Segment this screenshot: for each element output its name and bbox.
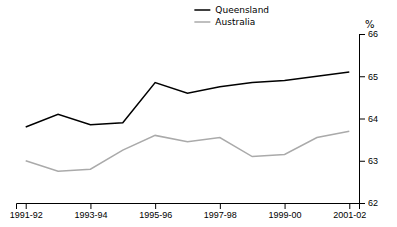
x-tick-mark	[26, 203, 27, 209]
x-tick: 1995-96	[139, 203, 172, 220]
y-label: %	[365, 19, 375, 30]
x-tick-label: 1995-96	[139, 210, 172, 220]
y-tick: 62	[359, 198, 378, 208]
y-tick-mark	[359, 161, 365, 162]
x-tick-mark	[349, 203, 350, 209]
legend: Queensland Australia	[194, 5, 269, 27]
lines	[26, 72, 350, 171]
x-tick-label: 1991-92	[10, 210, 43, 220]
y-tick-mark	[359, 119, 365, 120]
legend-item: Queensland	[194, 5, 269, 15]
y-axis: 62 63 64 65 66	[359, 29, 378, 208]
series-line	[26, 131, 350, 171]
x-tick: 1999-00	[269, 203, 302, 220]
x-tick: 1991-92	[10, 203, 43, 220]
y-tick: 66	[359, 29, 378, 39]
x-axis-line	[17, 204, 360, 210]
y-tick-label: 64	[368, 114, 378, 124]
y-tick-label: 63	[368, 156, 378, 166]
x-tick-label: 2001-02	[333, 210, 366, 220]
legend-swatch	[194, 21, 210, 23]
series-line	[26, 72, 350, 127]
x-tick: 1993-94	[74, 203, 107, 220]
x-tick-mark	[155, 203, 156, 209]
y-tick-mark	[359, 76, 365, 77]
y-tick: 64	[359, 114, 378, 124]
x-tick-label: 1997-98	[204, 210, 237, 220]
y-axis-line	[360, 35, 366, 204]
x-tick-label: 1999-00	[269, 210, 302, 220]
x-axis: 1991-92 1993-94 1995-96 1997-98 1999-00 2001-…	[10, 203, 367, 220]
chart: 1991-92 1993-94 1995-96 1997-98 1999-00 2001-…	[0, 0, 397, 227]
y-tick-mark	[359, 203, 365, 204]
x-tick-label: 1993-94	[74, 210, 107, 220]
y-tick: 65	[359, 72, 378, 82]
x-tick: 2001-02	[333, 203, 366, 220]
legend-label: Queensland	[215, 5, 269, 15]
x-tick-mark	[285, 203, 286, 209]
y-tick-label: 66	[368, 29, 378, 39]
y-tick-label: 62	[368, 198, 378, 208]
plot: 1991-92 1993-94 1995-96 1997-98 1999-00 2001-…	[10, 29, 378, 220]
x-tick-mark	[220, 203, 221, 209]
x-tick: 1997-98	[204, 203, 237, 220]
legend-label: Australia	[215, 17, 255, 27]
legend-item: Australia	[194, 17, 255, 27]
y-tick-label: 65	[368, 72, 378, 82]
y-tick: 63	[359, 156, 378, 166]
y-tick-mark	[359, 34, 365, 35]
legend-swatch	[194, 9, 210, 11]
x-tick-mark	[90, 203, 91, 209]
